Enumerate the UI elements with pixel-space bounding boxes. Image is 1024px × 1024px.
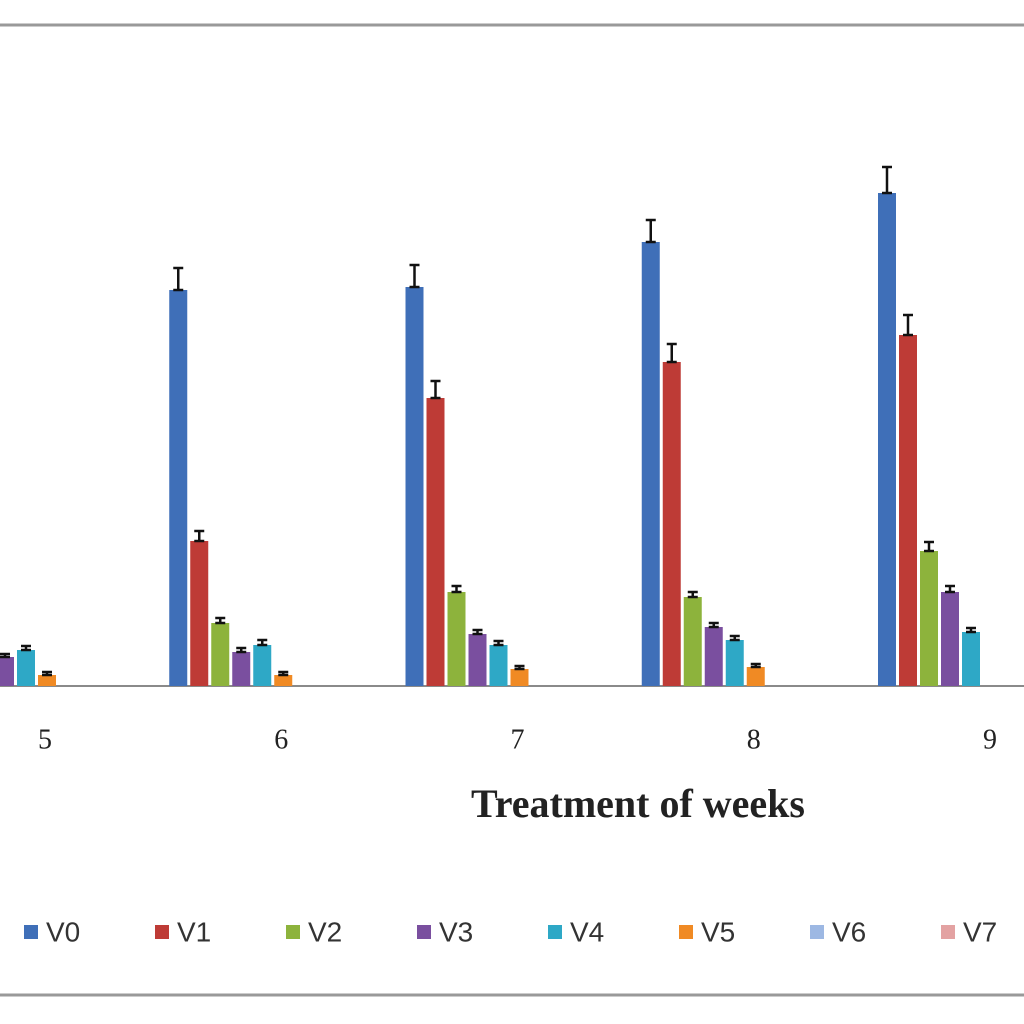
legend-swatch — [155, 925, 169, 939]
error-bar — [493, 639, 504, 647]
legend-label: V0 — [46, 916, 80, 947]
error-bar — [194, 529, 205, 543]
bar — [510, 669, 529, 686]
legend-label: V4 — [570, 916, 604, 947]
x-tick-label: 9 — [983, 724, 997, 755]
error-bar — [882, 165, 892, 195]
bar — [447, 592, 466, 686]
bar — [253, 645, 272, 686]
x-tick-label: 6 — [274, 724, 288, 755]
bar — [641, 242, 660, 686]
bar — [725, 640, 744, 686]
error-bar — [278, 670, 289, 677]
bar — [489, 645, 508, 686]
error-bar — [645, 218, 656, 244]
legend-label: V6 — [832, 916, 866, 947]
bar — [232, 652, 251, 686]
bar — [683, 597, 702, 686]
legend-label: V1 — [177, 916, 211, 947]
error-bar — [945, 584, 955, 594]
legend-swatch — [810, 925, 824, 939]
bar — [274, 675, 293, 686]
legend-label: V7 — [963, 916, 997, 947]
bar — [0, 657, 14, 686]
legend-swatch — [679, 925, 693, 939]
bar — [962, 632, 980, 686]
bar — [211, 623, 230, 686]
bar — [426, 398, 445, 686]
error-bar — [451, 584, 462, 594]
x-axis-title: Treatment of weeks — [471, 781, 805, 826]
error-bar — [472, 628, 483, 636]
legend-swatch — [417, 925, 431, 939]
error-bar — [430, 379, 441, 400]
error-bar — [215, 616, 226, 625]
error-bar — [236, 646, 247, 654]
bar — [941, 592, 959, 686]
error-bar — [903, 313, 913, 337]
bar — [746, 667, 765, 686]
x-tick-label: 7 — [511, 724, 525, 755]
error-bar — [729, 634, 740, 642]
bar — [405, 287, 424, 686]
bar — [190, 541, 209, 686]
x-tick-label: 5 — [38, 724, 52, 755]
bar — [662, 362, 681, 686]
legend-label: V5 — [701, 916, 735, 947]
error-bar — [0, 652, 10, 659]
error-bar — [514, 664, 525, 671]
bar — [920, 551, 938, 686]
legend-swatch — [941, 925, 955, 939]
legend-swatch — [24, 925, 38, 939]
legend-label: V3 — [439, 916, 473, 947]
legend-swatch — [286, 925, 300, 939]
error-bar — [173, 266, 184, 292]
bar — [468, 634, 487, 686]
bar — [17, 650, 35, 686]
error-bar — [750, 662, 761, 669]
legend-label: V2 — [308, 916, 342, 947]
error-bar — [257, 638, 268, 647]
error-bar — [21, 644, 31, 652]
x-tick-label: 8 — [747, 724, 761, 755]
bar — [899, 335, 917, 686]
error-bar — [708, 621, 719, 629]
bar — [169, 290, 188, 686]
error-bar — [966, 626, 976, 634]
legend-swatch — [548, 925, 562, 939]
bar — [878, 193, 896, 686]
error-bar — [924, 540, 934, 553]
error-bar — [409, 263, 420, 289]
error-bar — [666, 342, 677, 364]
bar — [704, 627, 723, 686]
bar — [38, 675, 56, 686]
error-bar — [687, 590, 698, 599]
error-bar — [42, 670, 52, 677]
